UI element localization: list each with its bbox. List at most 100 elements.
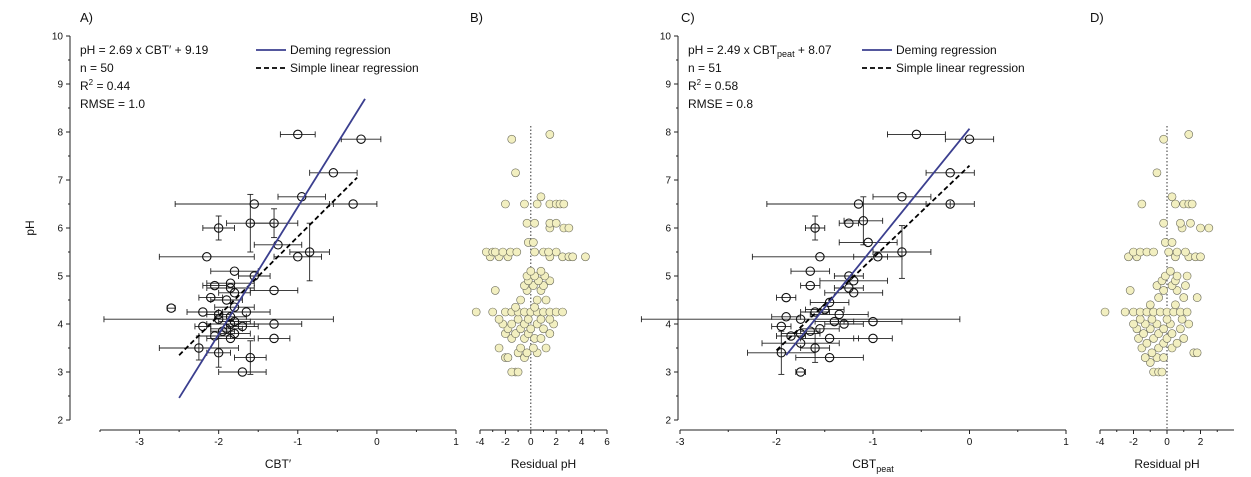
- residual-point: [1152, 168, 1162, 178]
- residual-point: [1179, 293, 1189, 302]
- residual-point: [520, 199, 529, 209]
- data-point: [213, 309, 224, 320]
- data-point: [781, 312, 791, 322]
- data-point: [829, 316, 840, 327]
- x-axis-label-sub: peat: [876, 464, 894, 474]
- y-tick-label: 3: [57, 368, 63, 379]
- residual-point: [532, 295, 542, 305]
- residual-point: [1171, 300, 1180, 310]
- data-point: [202, 252, 212, 262]
- data-point: [848, 288, 859, 298]
- data-point: [810, 307, 820, 317]
- data-point: [229, 288, 240, 298]
- residual-point: [545, 130, 555, 139]
- data-point: [810, 343, 820, 353]
- residual-point: [536, 314, 546, 324]
- residual-point: [551, 247, 561, 257]
- equation-suffix: + 8.07: [795, 43, 832, 57]
- panel-A: A) 2 3 4 5 6 7 8 9 10 pH -3 -2 -1 0 1 CBT′ pH = 2.69 x CB…: [23, 10, 459, 471]
- residual-point: [1166, 266, 1175, 276]
- residual-point: [529, 343, 538, 353]
- x-tick-label: -1: [869, 437, 878, 448]
- residual-point: [1184, 130, 1194, 139]
- stat-r2-prefix: R: [688, 79, 697, 93]
- data-point: [237, 321, 248, 332]
- data-point: [225, 278, 236, 288]
- residual-point: [1159, 286, 1168, 295]
- residual-point: [1159, 353, 1168, 362]
- residual-point: [503, 353, 513, 362]
- equation: pH = 2.49 x CBTpeat + 8.07: [688, 43, 832, 59]
- residual-point: [512, 247, 522, 257]
- data-point: [198, 307, 208, 317]
- data-point: [225, 333, 236, 344]
- residual-point: [1172, 338, 1182, 348]
- stat-r2: R2 = 0.58: [688, 78, 738, 93]
- residual-point: [544, 247, 553, 257]
- residual-point: [541, 295, 551, 305]
- residual-point: [539, 324, 548, 334]
- equation-subscript: peat: [777, 49, 795, 59]
- data-point: [209, 280, 220, 291]
- residual-point: [1167, 192, 1177, 202]
- residual-point: [490, 286, 500, 295]
- data-point: [786, 331, 796, 341]
- panel-B: B) -4 -2 0 2 4 6 Residual pH: [470, 10, 610, 471]
- residual-point: [1171, 199, 1180, 209]
- residual-point: [564, 223, 574, 233]
- residual-point: [513, 314, 523, 324]
- data-point: [868, 316, 878, 327]
- data-point: [824, 333, 835, 344]
- data-point: [269, 333, 279, 344]
- residual-point: [522, 218, 532, 228]
- x-tick-label: 2: [553, 437, 559, 448]
- data-point: [269, 218, 279, 228]
- residual-point: [1184, 319, 1194, 329]
- data-point: [304, 247, 315, 257]
- x-axis-label: Residual pH: [1134, 457, 1199, 471]
- equation-prefix: pH = 2.49 x CBT: [688, 43, 778, 57]
- y-tick-label: 10: [52, 32, 64, 43]
- residual-point: [1154, 293, 1163, 302]
- data-point: [166, 303, 176, 313]
- residual-point: [541, 343, 551, 353]
- residual-point: [526, 324, 536, 334]
- data-point: [241, 307, 252, 317]
- y-tick-label: 9: [665, 80, 671, 91]
- y-tick-label: 2: [665, 416, 671, 427]
- data-point: [897, 192, 907, 202]
- data-point: [229, 266, 240, 276]
- x-tick-label: 2: [1198, 437, 1204, 448]
- residual-point: [488, 307, 498, 317]
- residual-point: [1192, 293, 1202, 302]
- residual-point: [1145, 300, 1155, 310]
- residual-point: [1125, 286, 1135, 295]
- residual-point: [1162, 314, 1172, 324]
- data-point: [229, 302, 240, 312]
- panel-label: D): [1090, 10, 1104, 25]
- x-tick-label: -2: [214, 437, 223, 448]
- residual-point: [1181, 281, 1190, 290]
- data-point: [194, 343, 204, 353]
- deming-regression-line: [178, 98, 366, 399]
- residual-point: [568, 252, 578, 262]
- y-tick-label: 3: [665, 368, 671, 379]
- data-point: [213, 348, 224, 358]
- y-tick-label: 4: [57, 320, 63, 331]
- y-tick-label: 6: [665, 224, 671, 235]
- panel-label: A): [80, 10, 93, 25]
- data-point: [206, 292, 216, 303]
- residual-point: [1204, 223, 1214, 233]
- residual-point: [1142, 338, 1152, 348]
- stat-r2-prefix: R: [80, 79, 89, 93]
- data-point: [815, 252, 825, 262]
- data-point: [221, 295, 232, 305]
- data-point: [810, 223, 820, 233]
- residual-point: [1176, 218, 1185, 228]
- residual-point: [536, 192, 546, 202]
- y-tick-label: 2: [57, 416, 63, 427]
- residual-point: [1100, 307, 1110, 317]
- residual-point: [529, 238, 538, 247]
